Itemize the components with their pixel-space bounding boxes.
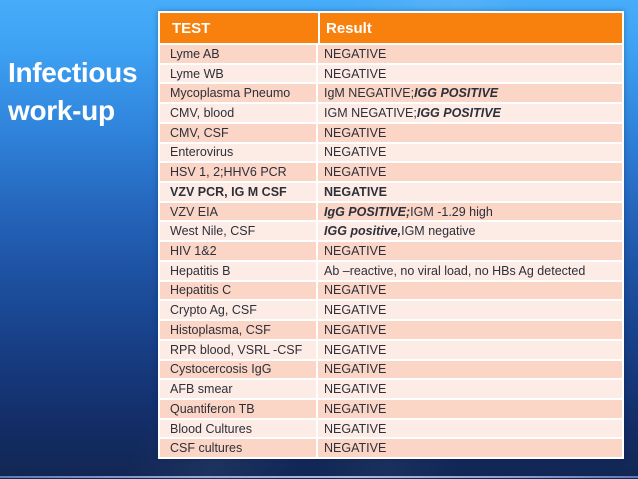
results-table: TEST Result Lyme AB NEGATIVE Lyme WB NEGATI… — [158, 11, 624, 459]
result-segment: IGM -1.29 high — [410, 204, 493, 219]
table-row: CMV, CSF NEGATIVE — [160, 123, 622, 142]
result-segment: IgG POSITIVE; — [324, 204, 411, 219]
table-row: Hepatitis C NEGATIVE — [160, 281, 622, 300]
result-segment: NEGATIVE — [324, 244, 387, 259]
result-segment: IgM NEGATIVE; — [324, 86, 415, 101]
test-cell: Hepatitis B — [160, 261, 318, 280]
table-row: Lyme WB NEGATIVE — [160, 64, 622, 83]
result-segment: IGM NEGATIVE; — [324, 106, 417, 121]
result-segment: Ab –reactive, no viral load, no HBs Ag d… — [324, 263, 586, 278]
result-segment: IGG POSITIVE — [414, 86, 499, 101]
result-segment: NEGATIVE — [324, 125, 387, 140]
table-row: Enterovirus NEGATIVE — [160, 143, 622, 162]
table-row: Hepatitis B Ab –reactive, no viral load, … — [160, 261, 622, 280]
result-segment: NEGATIVE — [324, 382, 387, 397]
result-cell: IgG POSITIVE; IGM -1.29 high — [318, 203, 622, 221]
column-header-result: Result — [326, 19, 372, 37]
table-row: AFB smear NEGATIVE — [160, 380, 622, 398]
test-cell: RPR blood, VSRL -CSF — [160, 340, 318, 359]
result-segment: NEGATIVE — [324, 322, 387, 337]
result-segment: NEGATIVE — [324, 362, 387, 377]
table-row: CSF cultures NEGATIVE — [160, 439, 622, 458]
result-cell: IGG positive, IGM negative — [318, 222, 622, 240]
result-segment: IGM negative — [401, 224, 476, 239]
table-row: Lyme AB NEGATIVE — [160, 45, 622, 63]
bottom-accent-bar — [0, 476, 638, 478]
test-cell: Quantiferon TB — [160, 399, 318, 418]
test-cell: Histoplasma, CSF — [160, 321, 318, 339]
result-segment: NEGATIVE — [324, 441, 387, 456]
test-cell: AFB smear — [160, 380, 318, 398]
table-row: VZV PCR, IG M CSF NEGATIVE — [160, 183, 622, 201]
test-cell: Blood Cultures — [160, 419, 318, 438]
table-row: West Nile, CSF IGG positive, IGM negative — [160, 222, 622, 241]
title-line-2: work-up — [8, 95, 115, 126]
result-cell: NEGATIVE — [318, 439, 622, 457]
table-row: HIV 1&2 NEGATIVE — [160, 242, 622, 260]
test-cell: Cystocercosis IgG — [160, 360, 318, 379]
result-cell: IgM NEGATIVE; IGG POSITIVE — [318, 84, 622, 102]
title-line-1: Infectious — [8, 57, 138, 88]
table-row: Crypto Ag, CSF NEGATIVE — [160, 301, 622, 320]
test-cell: Mycoplasma Pneumo — [160, 84, 318, 103]
result-segment: NEGATIVE — [324, 342, 387, 357]
result-cell: NEGATIVE — [318, 242, 622, 260]
result-cell: NEGATIVE — [318, 163, 622, 181]
test-cell: VZV EIA — [160, 202, 318, 221]
table-row: RPR blood, VSRL -CSF NEGATIVE — [160, 340, 622, 359]
test-cell: HSV 1, 2;HHV6 PCR — [160, 163, 318, 182]
test-cell: HIV 1&2 — [160, 242, 318, 260]
column-header-test: TEST — [160, 13, 320, 43]
test-cell: CMV, CSF — [160, 123, 318, 142]
table-row: Mycoplasma Pneumo IgM NEGATIVE; IGG POSIT… — [160, 84, 622, 103]
result-segment: NEGATIVE — [324, 145, 387, 160]
result-cell: IGM NEGATIVE; IGG POSITIVE — [318, 104, 622, 122]
test-cell: Enterovirus — [160, 143, 318, 162]
result-cell: NEGATIVE — [318, 361, 622, 379]
test-cell: CMV, blood — [160, 104, 318, 122]
result-segment: NEGATIVE — [324, 283, 387, 298]
test-cell: CSF cultures — [160, 439, 318, 458]
result-cell: NEGATIVE — [318, 301, 622, 319]
result-segment: IGG POSITIVE — [416, 106, 501, 121]
result-segment: NEGATIVE — [324, 46, 387, 61]
table-row: Cystocercosis IgG NEGATIVE — [160, 360, 622, 379]
result-cell: NEGATIVE — [318, 380, 622, 398]
table-row: Histoplasma, CSF NEGATIVE — [160, 321, 622, 339]
result-cell: NEGATIVE — [318, 144, 622, 162]
test-cell: Lyme AB — [160, 45, 318, 63]
result-cell: NEGATIVE — [318, 124, 622, 142]
table-row: CMV, blood IGM NEGATIVE; IGG POSITIVE — [160, 104, 622, 122]
result-cell: NEGATIVE — [318, 341, 622, 359]
result-segment: NEGATIVE — [324, 66, 387, 81]
result-segment: NEGATIVE — [324, 165, 387, 180]
test-cell: Lyme WB — [160, 64, 318, 83]
table-row: HSV 1, 2;HHV6 PCR NEGATIVE — [160, 163, 622, 182]
result-cell: NEGATIVE — [318, 321, 622, 339]
result-segment: NEGATIVE — [324, 184, 387, 199]
table-row: Quantiferon TB NEGATIVE — [160, 399, 622, 418]
test-cell: West Nile, CSF — [160, 222, 318, 241]
result-cell: Ab –reactive, no viral load, no HBs Ag d… — [318, 262, 622, 280]
test-cell: Hepatitis C — [160, 281, 318, 300]
result-segment: NEGATIVE — [324, 401, 387, 416]
result-cell: NEGATIVE — [318, 65, 622, 83]
result-segment: IGG positive, — [324, 224, 402, 239]
table-row: VZV EIA IgG POSITIVE; IGM -1.29 high — [160, 202, 622, 221]
table-row: Blood Cultures NEGATIVE — [160, 419, 622, 438]
test-cell: VZV PCR, IG M CSF — [160, 183, 318, 201]
test-cell: Crypto Ag, CSF — [160, 301, 318, 320]
table-header-row: TEST Result — [160, 13, 622, 43]
result-cell: NEGATIVE — [318, 400, 622, 418]
result-cell: NEGATIVE — [318, 45, 622, 63]
result-cell: NEGATIVE — [318, 420, 622, 438]
result-cell: NEGATIVE — [318, 183, 622, 201]
result-segment: NEGATIVE — [324, 303, 387, 318]
result-cell: NEGATIVE — [318, 282, 622, 300]
page-title: Infectious work-up — [8, 54, 138, 130]
result-segment: NEGATIVE — [324, 421, 387, 436]
